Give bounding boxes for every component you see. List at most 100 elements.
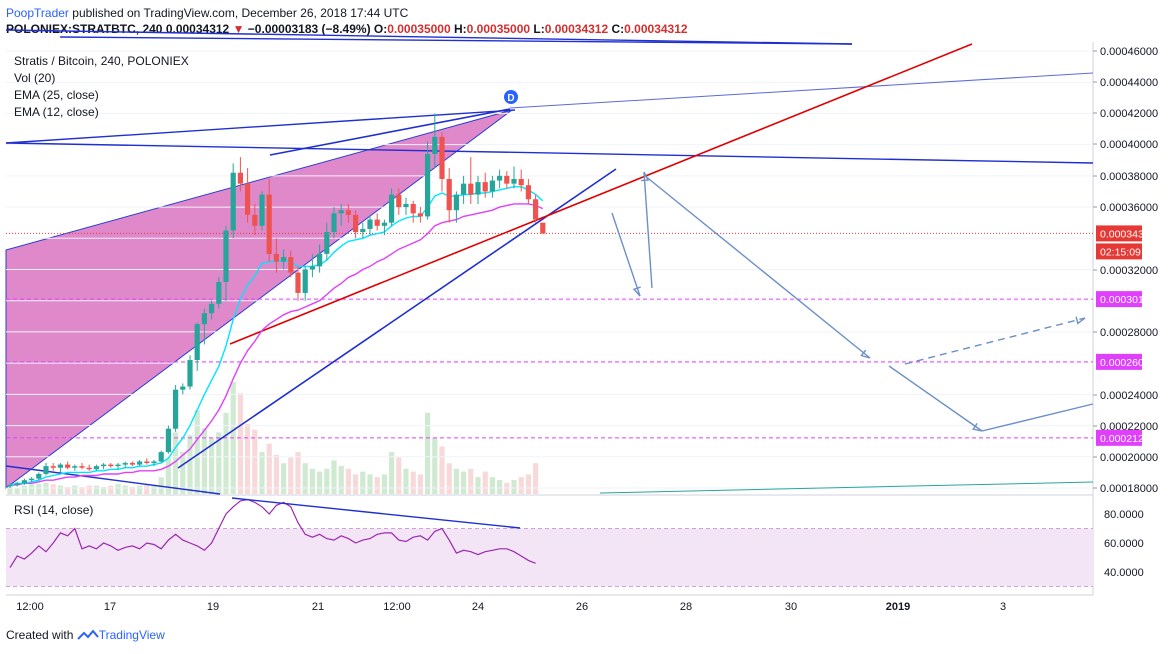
candle-body[interactable] (201, 313, 207, 325)
projection-arrow[interactable] (643, 174, 871, 359)
candle-body[interactable] (122, 463, 128, 465)
candle-body[interactable] (194, 324, 200, 361)
candle-body[interactable] (439, 136, 445, 179)
candle-body[interactable] (230, 172, 236, 231)
ema25-line[interactable] (10, 203, 544, 486)
candle-body[interactable] (108, 464, 114, 467)
thin-fan-line[interactable] (509, 72, 1094, 109)
candle-body[interactable] (237, 172, 243, 184)
projection-line[interactable] (981, 403, 1094, 432)
candle-body[interactable] (158, 452, 164, 462)
candle-body[interactable] (259, 194, 265, 226)
rsi-line[interactable] (9, 498, 536, 568)
candle-body[interactable] (209, 303, 215, 314)
candle-body[interactable] (511, 178, 517, 184)
candle-body[interactable] (137, 461, 143, 465)
candle-body[interactable] (317, 253, 323, 267)
wedge-support-line[interactable] (177, 168, 617, 469)
candle-body[interactable] (151, 461, 157, 464)
candle-body[interactable] (309, 266, 315, 270)
candle-body[interactable] (504, 175, 510, 184)
lower-blue-line[interactable] (5, 465, 221, 495)
candle-body[interactable] (281, 257, 287, 262)
legend-ema12[interactable]: EMA (12, close) (14, 105, 99, 119)
candle-body[interactable] (21, 480, 27, 484)
candle-body[interactable] (497, 175, 503, 181)
candle-body[interactable] (273, 253, 279, 262)
candle-body[interactable] (129, 463, 135, 465)
candle-body[interactable] (338, 210, 344, 214)
candle-body[interactable] (223, 230, 229, 282)
candle-body[interactable] (446, 178, 452, 211)
candle-body[interactable] (453, 194, 459, 211)
candle-body[interactable] (36, 473, 42, 479)
candle-body[interactable] (353, 214, 359, 233)
upper-channel-line[interactable] (5, 29, 853, 45)
resistance-fan-line[interactable] (59, 36, 853, 45)
dividend-marker[interactable]: D (504, 90, 518, 104)
candle-body[interactable] (14, 483, 20, 485)
candle-body[interactable] (417, 213, 423, 217)
candle-body[interactable] (180, 386, 186, 390)
candle-body[interactable] (216, 281, 222, 304)
candle-body[interactable] (410, 203, 416, 214)
candle-body[interactable] (475, 182, 481, 195)
candle-body[interactable] (518, 178, 524, 186)
candle-body[interactable] (425, 154, 431, 217)
wedge-apex-line[interactable] (5, 109, 516, 144)
projection-arrow[interactable] (643, 171, 653, 289)
candle-body[interactable] (7, 484, 13, 487)
candle-body[interactable] (115, 464, 121, 467)
candle-body[interactable] (403, 203, 409, 208)
candle-body[interactable] (374, 219, 380, 226)
candle-body[interactable] (295, 272, 301, 293)
candle-body[interactable] (360, 228, 366, 233)
projection-arrow[interactable] (611, 212, 641, 297)
candle-body[interactable] (489, 180, 495, 192)
candle-body[interactable] (331, 213, 337, 233)
candle-body[interactable] (165, 428, 171, 453)
tradingview-brand[interactable]: TradingView (98, 628, 165, 642)
candle-body[interactable] (525, 185, 531, 200)
red-trendline[interactable] (229, 43, 973, 345)
rsi-divergence-line[interactable] (231, 497, 521, 529)
candle-body[interactable] (86, 467, 92, 470)
candle-body[interactable] (345, 210, 351, 215)
publisher-name[interactable]: PoopTrader (6, 6, 69, 20)
candle-body[interactable] (432, 136, 438, 155)
candle-body[interactable] (396, 194, 402, 208)
candle-body[interactable] (461, 183, 467, 195)
candle-body[interactable] (302, 269, 308, 293)
candle-body[interactable] (43, 466, 49, 474)
candle-body[interactable] (367, 219, 373, 229)
rsi-legend[interactable]: RSI (14, close) (14, 503, 94, 517)
candle-body[interactable] (57, 464, 63, 468)
projection-dashed-arrow[interactable] (904, 317, 1086, 365)
candle-body[interactable] (93, 466, 99, 470)
candle-body[interactable] (288, 257, 294, 273)
candle-body[interactable] (101, 464, 107, 467)
candle-body[interactable] (144, 461, 150, 464)
candle-body[interactable] (173, 389, 179, 429)
candle-body[interactable] (252, 214, 258, 226)
candle-body[interactable] (187, 360, 193, 387)
candle-body[interactable] (29, 478, 35, 481)
teal-support-line[interactable] (599, 481, 1094, 494)
candle-body[interactable] (79, 466, 85, 468)
candle-body[interactable] (381, 222, 387, 226)
candle-body[interactable] (324, 232, 330, 254)
wedge-upper-line[interactable] (269, 108, 511, 156)
candle-body[interactable] (533, 199, 539, 220)
legend-volume[interactable]: Vol (20) (14, 71, 56, 85)
candle-body[interactable] (540, 222, 546, 234)
candle-body[interactable] (65, 464, 71, 468)
candle-body[interactable] (389, 194, 395, 223)
projection-arrow[interactable] (888, 365, 983, 432)
candle-body[interactable] (266, 194, 272, 254)
candle-body[interactable] (72, 466, 78, 468)
candle-body[interactable] (468, 183, 474, 195)
candle-body[interactable] (50, 466, 56, 468)
descending-trendline[interactable] (5, 142, 1094, 164)
legend-ema25[interactable]: EMA (25, close) (14, 88, 99, 102)
